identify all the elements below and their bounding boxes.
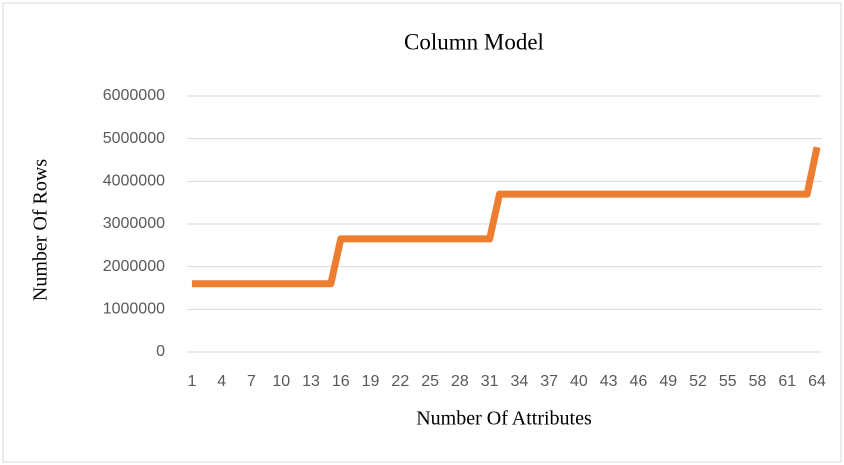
x-tick-label: 49 xyxy=(659,373,677,390)
x-tick-label: 61 xyxy=(778,373,796,390)
x-tick-label: 43 xyxy=(600,373,618,390)
x-tick-label: 22 xyxy=(391,373,409,390)
y-tick-label: 4000000 xyxy=(103,173,165,190)
x-tick-label: 1 xyxy=(188,373,197,390)
x-tick-label: 4 xyxy=(217,373,226,390)
x-tick-label: 55 xyxy=(719,373,737,390)
y-axis-label: Number Of Rows xyxy=(30,159,52,301)
x-tick-label: 7 xyxy=(247,373,256,390)
x-tick-label: 64 xyxy=(808,373,826,390)
x-tick-label: 19 xyxy=(362,373,380,390)
y-tick-label: 5000000 xyxy=(103,130,165,147)
x-tick-label: 52 xyxy=(689,373,707,390)
x-tick-label: 10 xyxy=(272,373,290,390)
x-tick-label: 46 xyxy=(630,373,648,390)
y-tick-label: 1000000 xyxy=(103,301,165,318)
x-tick-label: 40 xyxy=(570,373,588,390)
x-tick-label: 31 xyxy=(481,373,499,390)
y-tick-label: 2000000 xyxy=(103,258,165,275)
x-tick-label: 37 xyxy=(540,373,558,390)
x-tick-label: 13 xyxy=(302,373,320,390)
x-tick-label: 16 xyxy=(332,373,350,390)
y-tick-label: 0 xyxy=(156,343,165,360)
y-tick-label: 3000000 xyxy=(103,215,165,232)
x-tick-label: 25 xyxy=(421,373,439,390)
x-tick-label: 34 xyxy=(510,373,528,390)
data-line xyxy=(191,146,821,288)
y-tick-label: 6000000 xyxy=(103,87,165,104)
x-tick-label: 58 xyxy=(749,373,767,390)
x-axis-label: Number Of Attributes xyxy=(416,408,592,430)
chart-title: Column Model xyxy=(404,29,544,54)
x-tick-label: 28 xyxy=(451,373,469,390)
